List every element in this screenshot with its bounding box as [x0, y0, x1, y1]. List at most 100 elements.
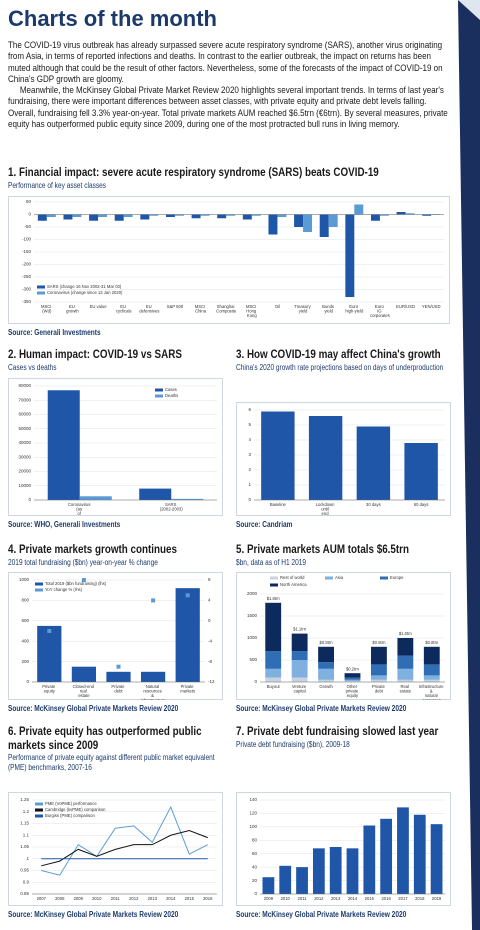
y-tick-label: 600 [21, 618, 29, 623]
y-tick-label: 0.85 [20, 891, 29, 896]
chart-title: 6. Private equity has outperformed publi… [8, 724, 202, 752]
point [47, 629, 52, 633]
bar [363, 825, 376, 894]
legend-swatch [155, 394, 163, 398]
legend-swatch [35, 808, 43, 812]
y-tick-label: 2 [248, 467, 251, 472]
bar-segment [344, 679, 361, 682]
x-tick-label: Infrastructure & natural resources [419, 684, 445, 700]
x-tick-label: 2016 [203, 896, 213, 901]
bar-segment [265, 602, 282, 652]
bar [303, 214, 313, 232]
chart: -350 -300 -250 -200 -150 -100 -50 0 50 MSCI (Wd) E… [8, 196, 450, 324]
x-tick-label: Shanghai Composite [216, 304, 237, 314]
x-tick-label: MSCI (Wd) [41, 304, 53, 314]
legend-swatch [270, 576, 278, 580]
bar-segment [318, 679, 334, 682]
paragraph: Meanwhile, the McKinsey Global Private M… [8, 85, 448, 131]
bar [140, 671, 166, 682]
chart-subtitle: Private debt fundraising ($bn), 2009-18 [236, 739, 350, 749]
x-tick-label: 2016 [381, 896, 391, 901]
bar [397, 807, 409, 894]
x-tick-label: 2013 [148, 896, 158, 901]
chart-source: Source: Generali Investments [8, 328, 101, 337]
chart-subtitle: $bn, data as of H1 2019 [236, 557, 307, 567]
x-tick-label: EU value [90, 304, 108, 309]
x-tick-label: 2012 [129, 896, 139, 901]
bar [430, 824, 443, 894]
chart: 0 500 1000 1500 2000 Buyout Venture capital Gro… [236, 572, 451, 700]
chart-frame [236, 402, 451, 516]
chart-subtitle: China's 2020 growth rate projections bas… [236, 362, 444, 372]
x-tick-label: 2011 [111, 896, 121, 901]
legend-swatch [35, 588, 43, 592]
point [116, 664, 121, 669]
bar-segment [265, 668, 282, 678]
y-tick-label: 1.1 [23, 832, 30, 837]
x-tick-label: 30 days [366, 502, 381, 507]
bar [328, 214, 338, 227]
x-tick-label: Private markets [180, 684, 195, 694]
x-tick-label: EU growth [66, 304, 79, 314]
total-label: $1.1trn [293, 627, 307, 632]
y-tick-label: 20000 [18, 469, 31, 474]
total-label: $1.8trn [267, 596, 281, 601]
y-tick-label: 0 [254, 891, 257, 896]
bar [171, 498, 204, 500]
bar [346, 848, 359, 894]
legend-swatch [380, 576, 388, 580]
bar [319, 214, 329, 237]
x-tick-label: 2011 [298, 896, 308, 901]
legend-label: Total 2019 ($bn fundraising) (lhs) [45, 581, 107, 586]
legend-label: SARS (change 16 Nov 2002-31 Mar 03) [47, 284, 122, 289]
chart: 0 20 40 60 80 100 120 140 2009 2010 2011 2012 2013 20… [236, 792, 451, 906]
y-tick-label: 500 [249, 657, 257, 662]
x-tick-label: EUR/USD [396, 304, 415, 309]
legend-label: Deaths [165, 393, 178, 398]
y-tick-label: 2000 [247, 591, 258, 596]
bar-segment [291, 651, 308, 660]
legend-label: YoY change % (rhs) [45, 587, 83, 592]
y2-tick-label: -12 [208, 679, 215, 684]
bar [354, 204, 364, 215]
chart-frame [8, 196, 450, 324]
bar-segment [318, 668, 334, 680]
y-tick-label: 4 [248, 437, 251, 442]
y-tick-label: 1.25 [20, 797, 29, 802]
bar [114, 214, 124, 221]
bar [174, 214, 184, 216]
legend-label: Coronavirus (change since 13 Jan 2020) [47, 290, 123, 295]
bar [149, 214, 159, 216]
bar [226, 214, 236, 216]
bar [345, 214, 355, 297]
chart-title: 7. Private debt fundraising slowed last … [236, 724, 439, 738]
bar [200, 214, 210, 216]
x-tick-label: Growth [319, 684, 333, 689]
chart: 0 1 2 3 4 5 6 Baseline Lockdown until end Februa… [236, 402, 451, 516]
bar-segment [318, 646, 334, 663]
chart-header: 3. How COVID-19 may affect China's growt… [236, 347, 451, 372]
y-tick-label: 0 [254, 679, 257, 684]
bar [79, 496, 112, 500]
y-tick-label: 0.9 [23, 879, 30, 884]
y-tick-label: 80 [252, 837, 258, 842]
y-tick-label: 40 [252, 864, 258, 869]
bar [268, 214, 278, 235]
bar [140, 214, 150, 220]
bar [370, 214, 380, 221]
y-tick-label: 50000 [18, 426, 31, 431]
bar-segment [423, 646, 440, 665]
bar [405, 213, 415, 215]
total-label: $0.8trn [320, 640, 334, 645]
line [41, 805, 208, 876]
bar [279, 865, 292, 894]
x-tick-label: Baseline [270, 502, 287, 507]
y2-tick-label: 8 [208, 577, 211, 582]
line [41, 830, 208, 867]
chart-title: 4. Private markets growth continues [8, 542, 177, 556]
x-tick-label: 60 days [414, 502, 429, 507]
chart: 0 200 400 600 800 1000 -12 -8 -4 0 4 8 Private equit… [8, 572, 223, 700]
y-tick-label: 0 [28, 212, 31, 217]
bar [98, 214, 108, 217]
